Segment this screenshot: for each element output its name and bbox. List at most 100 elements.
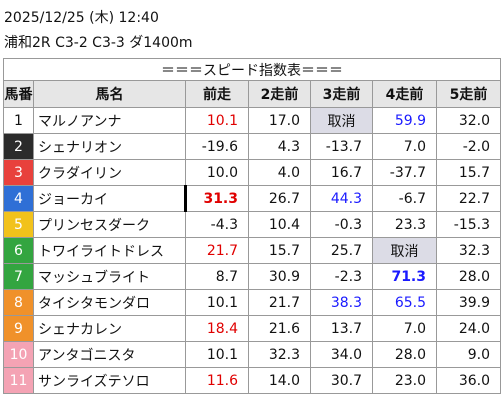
column-header: 4走前 [372, 80, 437, 108]
column-header: 2走前 [248, 80, 311, 108]
speed-index: -37.7 [372, 159, 437, 186]
speed-index: 31.3 [184, 185, 249, 212]
horse-number: 9 [3, 315, 34, 342]
horse-name: シェナカレン [33, 315, 186, 342]
horse-row: 11 サンライズテソロ 11.6 14.0 30.7 23.0 36.0 [3, 367, 502, 394]
horse-row: 10 アンタゴニスタ 10.1 32.3 34.0 28.0 9.0 [3, 341, 502, 368]
horse-number: 5 [3, 211, 34, 238]
header-row: 馬番 馬名 前走 2走前 3走前 4走前 5走前 [3, 80, 502, 108]
horse-name: サンライズテソロ [33, 367, 186, 394]
horse-name: マルノアンナ [33, 107, 186, 134]
speed-index: 16.7 [310, 159, 373, 186]
horse-number: 10 [3, 341, 34, 368]
horse-row: 3 クラダイリン 10.0 4.0 16.7 -37.7 15.7 [3, 159, 502, 186]
speed-index: 10.4 [248, 211, 311, 238]
speed-index: 65.5 [372, 289, 437, 316]
speed-index: -2.3 [310, 263, 373, 290]
column-header: 馬名 [33, 80, 186, 108]
speed-index: 71.3 [372, 263, 437, 290]
speed-index: 25.7 [310, 237, 373, 264]
speed-index: 28.0 [435, 263, 502, 290]
speed-index: 10.0 [185, 159, 249, 186]
horse-number: 3 [3, 159, 34, 186]
speed-index: 23.3 [372, 211, 437, 238]
speed-index: -0.3 [310, 211, 373, 238]
speed-index: 36.0 [435, 367, 502, 394]
speed-index: 17.0 [248, 107, 311, 134]
speed-index: 39.9 [435, 289, 502, 316]
speed-index: 10.1 [185, 289, 249, 316]
speed-index: 34.0 [310, 341, 373, 368]
speed-index: 取消 [310, 107, 373, 134]
speed-index: 22.7 [435, 185, 502, 212]
speed-index: 9.0 [435, 341, 502, 368]
horse-number: 1 [3, 107, 34, 134]
speed-index: 取消 [372, 237, 437, 264]
speed-index: 21.7 [248, 289, 311, 316]
horse-number: 6 [3, 237, 34, 264]
horse-name: トワイライトドレス [33, 237, 186, 264]
speed-index: 14.0 [248, 367, 311, 394]
horse-name: タイシタモンダロ [33, 289, 186, 316]
speed-index: 44.3 [310, 185, 373, 212]
horse-row: 1 マルノアンナ 10.1 17.0 取消 59.9 32.0 [3, 107, 502, 134]
speed-index: 32.3 [435, 237, 502, 264]
horse-number: 7 [3, 263, 34, 290]
speed-index: 30.7 [310, 367, 373, 394]
speed-index: 21.6 [248, 315, 311, 342]
speed-index: 23.0 [372, 367, 437, 394]
horse-name: アンタゴニスタ [33, 341, 186, 368]
speed-index: 32.3 [248, 341, 311, 368]
horse-row: 7 マッシュブライト 8.7 30.9 -2.3 71.3 28.0 [3, 263, 502, 290]
speed-index: -13.7 [310, 133, 373, 160]
speed-index: 26.7 [248, 185, 311, 212]
speed-index: -4.3 [185, 211, 249, 238]
horse-name: シェナリオン [33, 133, 186, 160]
speed-index: 38.3 [310, 289, 373, 316]
speed-index: 4.3 [248, 133, 311, 160]
speed-index: 59.9 [372, 107, 437, 134]
horse-number: 4 [3, 185, 34, 212]
speed-index: -15.3 [435, 211, 502, 238]
speed-index: -19.6 [185, 133, 249, 160]
speed-index: 30.9 [248, 263, 311, 290]
speed-index: 21.7 [185, 237, 249, 264]
speed-index: -6.7 [372, 185, 437, 212]
horse-row: 8 タイシタモンダロ 10.1 21.7 38.3 65.5 39.9 [3, 289, 502, 316]
speed-index: 4.0 [248, 159, 311, 186]
date-time: 2025/12/25 (木) 12:40 [4, 10, 159, 26]
table-body: 1 マルノアンナ 10.1 17.0 取消 59.9 32.0 2 シェナリオン -19.6 4.3… [3, 107, 502, 394]
speed-index: 24.0 [435, 315, 502, 342]
speed-index: 13.7 [310, 315, 373, 342]
table-title: ＝＝＝スピード指数表＝＝＝ [2, 58, 502, 81]
horse-number: 11 [3, 367, 34, 394]
race-info: 浦和2R C3-2 C3-3 ダ1400m [4, 35, 193, 51]
horse-name: クラダイリン [33, 159, 186, 186]
speed-table: ＝＝＝スピード指数表＝＝＝ 馬番 馬名 前走 2走前 3走前 4走前 5走前 1 マルノアンナ… [2, 58, 502, 394]
speed-index: 7.0 [372, 315, 437, 342]
speed-index: 32.0 [435, 107, 502, 134]
column-header: 5走前 [435, 80, 502, 108]
horse-name: ジョーカイ [33, 185, 186, 212]
horse-row: 2 シェナリオン -19.6 4.3 -13.7 7.0 -2.0 [3, 133, 502, 160]
column-header: 3走前 [310, 80, 373, 108]
horse-row: 6 トワイライトドレス 21.7 15.7 25.7 取消 32.3 [3, 237, 502, 264]
horse-row: 4 ジョーカイ 31.3 26.7 44.3 -6.7 22.7 [3, 185, 502, 212]
speed-index: 8.7 [185, 263, 249, 290]
speed-index: 28.0 [372, 341, 437, 368]
speed-index: 18.4 [185, 315, 249, 342]
horse-row: 9 シェナカレン 18.4 21.6 13.7 7.0 24.0 [3, 315, 502, 342]
horse-number: 2 [3, 133, 34, 160]
speed-index: 15.7 [435, 159, 502, 186]
speed-index: 15.7 [248, 237, 311, 264]
speed-index: 10.1 [185, 341, 249, 368]
speed-index: 7.0 [372, 133, 437, 160]
column-header: 前走 [185, 80, 249, 108]
speed-index: 11.6 [185, 367, 249, 394]
horse-name: プリンセスダーク [33, 211, 186, 238]
horse-name: マッシュブライト [33, 263, 186, 290]
horse-row: 5 プリンセスダーク -4.3 10.4 -0.3 23.3 -15.3 [3, 211, 502, 238]
speed-index: -2.0 [435, 133, 502, 160]
column-header: 馬番 [3, 80, 34, 108]
